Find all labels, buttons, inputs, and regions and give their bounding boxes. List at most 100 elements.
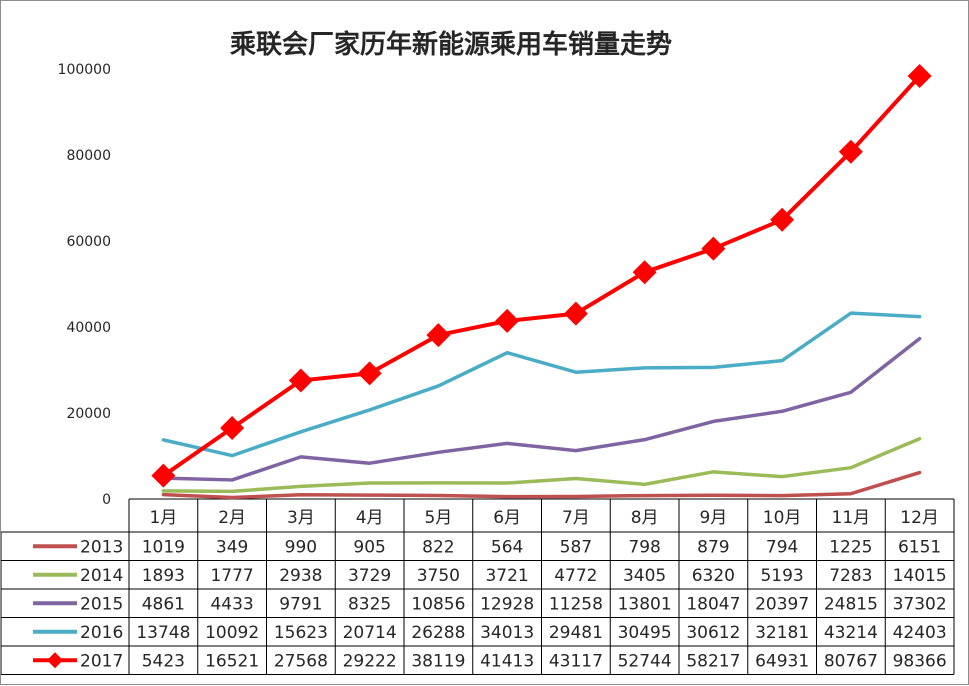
table-cell: 29222 xyxy=(343,651,397,671)
y-tick-label: 20000 xyxy=(66,406,111,422)
x-tick-label: 1月 xyxy=(149,508,177,528)
table-cell: 58217 xyxy=(686,651,740,671)
table-cell: 8325 xyxy=(348,594,391,614)
series-line-2015 xyxy=(161,336,922,482)
table-cell: 5193 xyxy=(760,566,803,586)
table-cell: 2938 xyxy=(279,566,322,586)
table-cell: 30495 xyxy=(618,623,672,643)
table-cell: 11258 xyxy=(549,594,603,614)
data-point-marker xyxy=(701,236,726,261)
table-cell: 98366 xyxy=(893,651,947,671)
table-cell: 1019 xyxy=(142,537,185,557)
table-cell: 43214 xyxy=(824,623,878,643)
table-cell: 798 xyxy=(628,537,660,557)
table-cell: 10092 xyxy=(205,623,259,643)
table-cell: 80767 xyxy=(824,651,878,671)
table-cell: 7283 xyxy=(829,566,872,586)
data-point-marker xyxy=(838,139,863,164)
y-axis: 0 20000 40000 60000 80000 100000 xyxy=(58,62,111,508)
table-cell: 905 xyxy=(353,537,385,557)
table-cell: 24815 xyxy=(824,594,878,614)
table-cell: 32181 xyxy=(755,623,809,643)
legend-label-2016: 2016 xyxy=(80,623,123,643)
table-cell: 37302 xyxy=(893,594,947,614)
legend-label-2015: 2015 xyxy=(80,594,123,614)
table-cell: 6151 xyxy=(898,537,941,557)
table-cell: 3405 xyxy=(623,566,666,586)
series-2014 xyxy=(161,436,922,494)
table-cell: 1225 xyxy=(829,537,872,557)
table-cell: 18047 xyxy=(686,594,740,614)
table-cell: 14015 xyxy=(893,566,947,586)
table-cell: 64931 xyxy=(755,651,809,671)
table-cell: 990 xyxy=(285,537,317,557)
y-tick-label: 80000 xyxy=(66,148,111,164)
series-2016 xyxy=(161,311,922,458)
series-line-2013 xyxy=(161,470,922,500)
table-cell: 5423 xyxy=(142,651,185,671)
legend-marker-2017 xyxy=(47,652,63,669)
table-cell: 27568 xyxy=(274,651,328,671)
table-cell: 41413 xyxy=(480,651,534,671)
x-tick-label: 4月 xyxy=(356,508,384,528)
table-cell: 3750 xyxy=(417,566,460,586)
table-cell: 20714 xyxy=(343,623,397,643)
x-tick-label: 10月 xyxy=(763,508,802,528)
table-cell: 38119 xyxy=(411,651,465,671)
y-tick-label: 100000 xyxy=(58,62,111,78)
table-cell: 1777 xyxy=(210,566,253,586)
table-cell: 4861 xyxy=(142,594,185,614)
data-point-marker xyxy=(151,463,176,488)
legend-label-2013: 2013 xyxy=(80,537,123,557)
series-2015 xyxy=(161,336,922,482)
data-point-marker xyxy=(632,260,657,285)
table-cell: 879 xyxy=(697,537,729,557)
table-cell: 3721 xyxy=(485,566,528,586)
series-line-2016 xyxy=(161,311,922,458)
table-cell: 12928 xyxy=(480,594,534,614)
x-tick-label: 2月 xyxy=(218,508,246,528)
table-cell: 349 xyxy=(216,537,248,557)
table-cell: 29481 xyxy=(549,623,603,643)
chart-title: 乘联会厂家历年新能源乘用车销量走势 xyxy=(229,29,672,60)
table-cell: 4772 xyxy=(554,566,597,586)
data-point-marker xyxy=(907,64,932,89)
x-tick-label: 8月 xyxy=(631,508,659,528)
y-tick-label: 40000 xyxy=(66,320,111,336)
x-tick-label: 6月 xyxy=(493,508,521,528)
table-cell: 587 xyxy=(560,537,592,557)
data-point-marker xyxy=(495,308,520,333)
table-cell: 4433 xyxy=(210,594,253,614)
data-point-marker xyxy=(288,368,313,393)
table-cell: 10856 xyxy=(411,594,465,614)
table-cell: 564 xyxy=(491,537,523,557)
y-tick-label: 60000 xyxy=(66,234,111,250)
table-cell: 15623 xyxy=(274,623,328,643)
data-point-marker xyxy=(770,207,795,232)
table-cell: 794 xyxy=(766,537,798,557)
x-tick-label: 11月 xyxy=(832,508,871,528)
x-tick-label: 5月 xyxy=(424,508,452,528)
table-cell: 9791 xyxy=(279,594,322,614)
data-point-marker xyxy=(220,415,245,440)
table-cell: 34013 xyxy=(480,623,534,643)
table-cell: 16521 xyxy=(205,651,259,671)
series-line-2014 xyxy=(161,436,922,494)
series-line-2017 xyxy=(161,74,922,478)
table-cell: 13748 xyxy=(136,623,190,643)
data-point-marker xyxy=(426,323,451,348)
table-cell: 52744 xyxy=(618,651,672,671)
data-table-grid xyxy=(1,498,955,675)
y-tick-label: 0 xyxy=(102,492,111,508)
series-2017 xyxy=(151,64,932,488)
table-cell: 6320 xyxy=(692,566,735,586)
x-tick-label: 9月 xyxy=(699,508,727,528)
table-cell: 822 xyxy=(422,537,454,557)
series-2013 xyxy=(161,470,922,500)
x-tick-label: 7月 xyxy=(562,508,590,528)
table-cell: 43117 xyxy=(549,651,603,671)
table-cell: 20397 xyxy=(755,594,809,614)
table-cell: 13801 xyxy=(618,594,672,614)
